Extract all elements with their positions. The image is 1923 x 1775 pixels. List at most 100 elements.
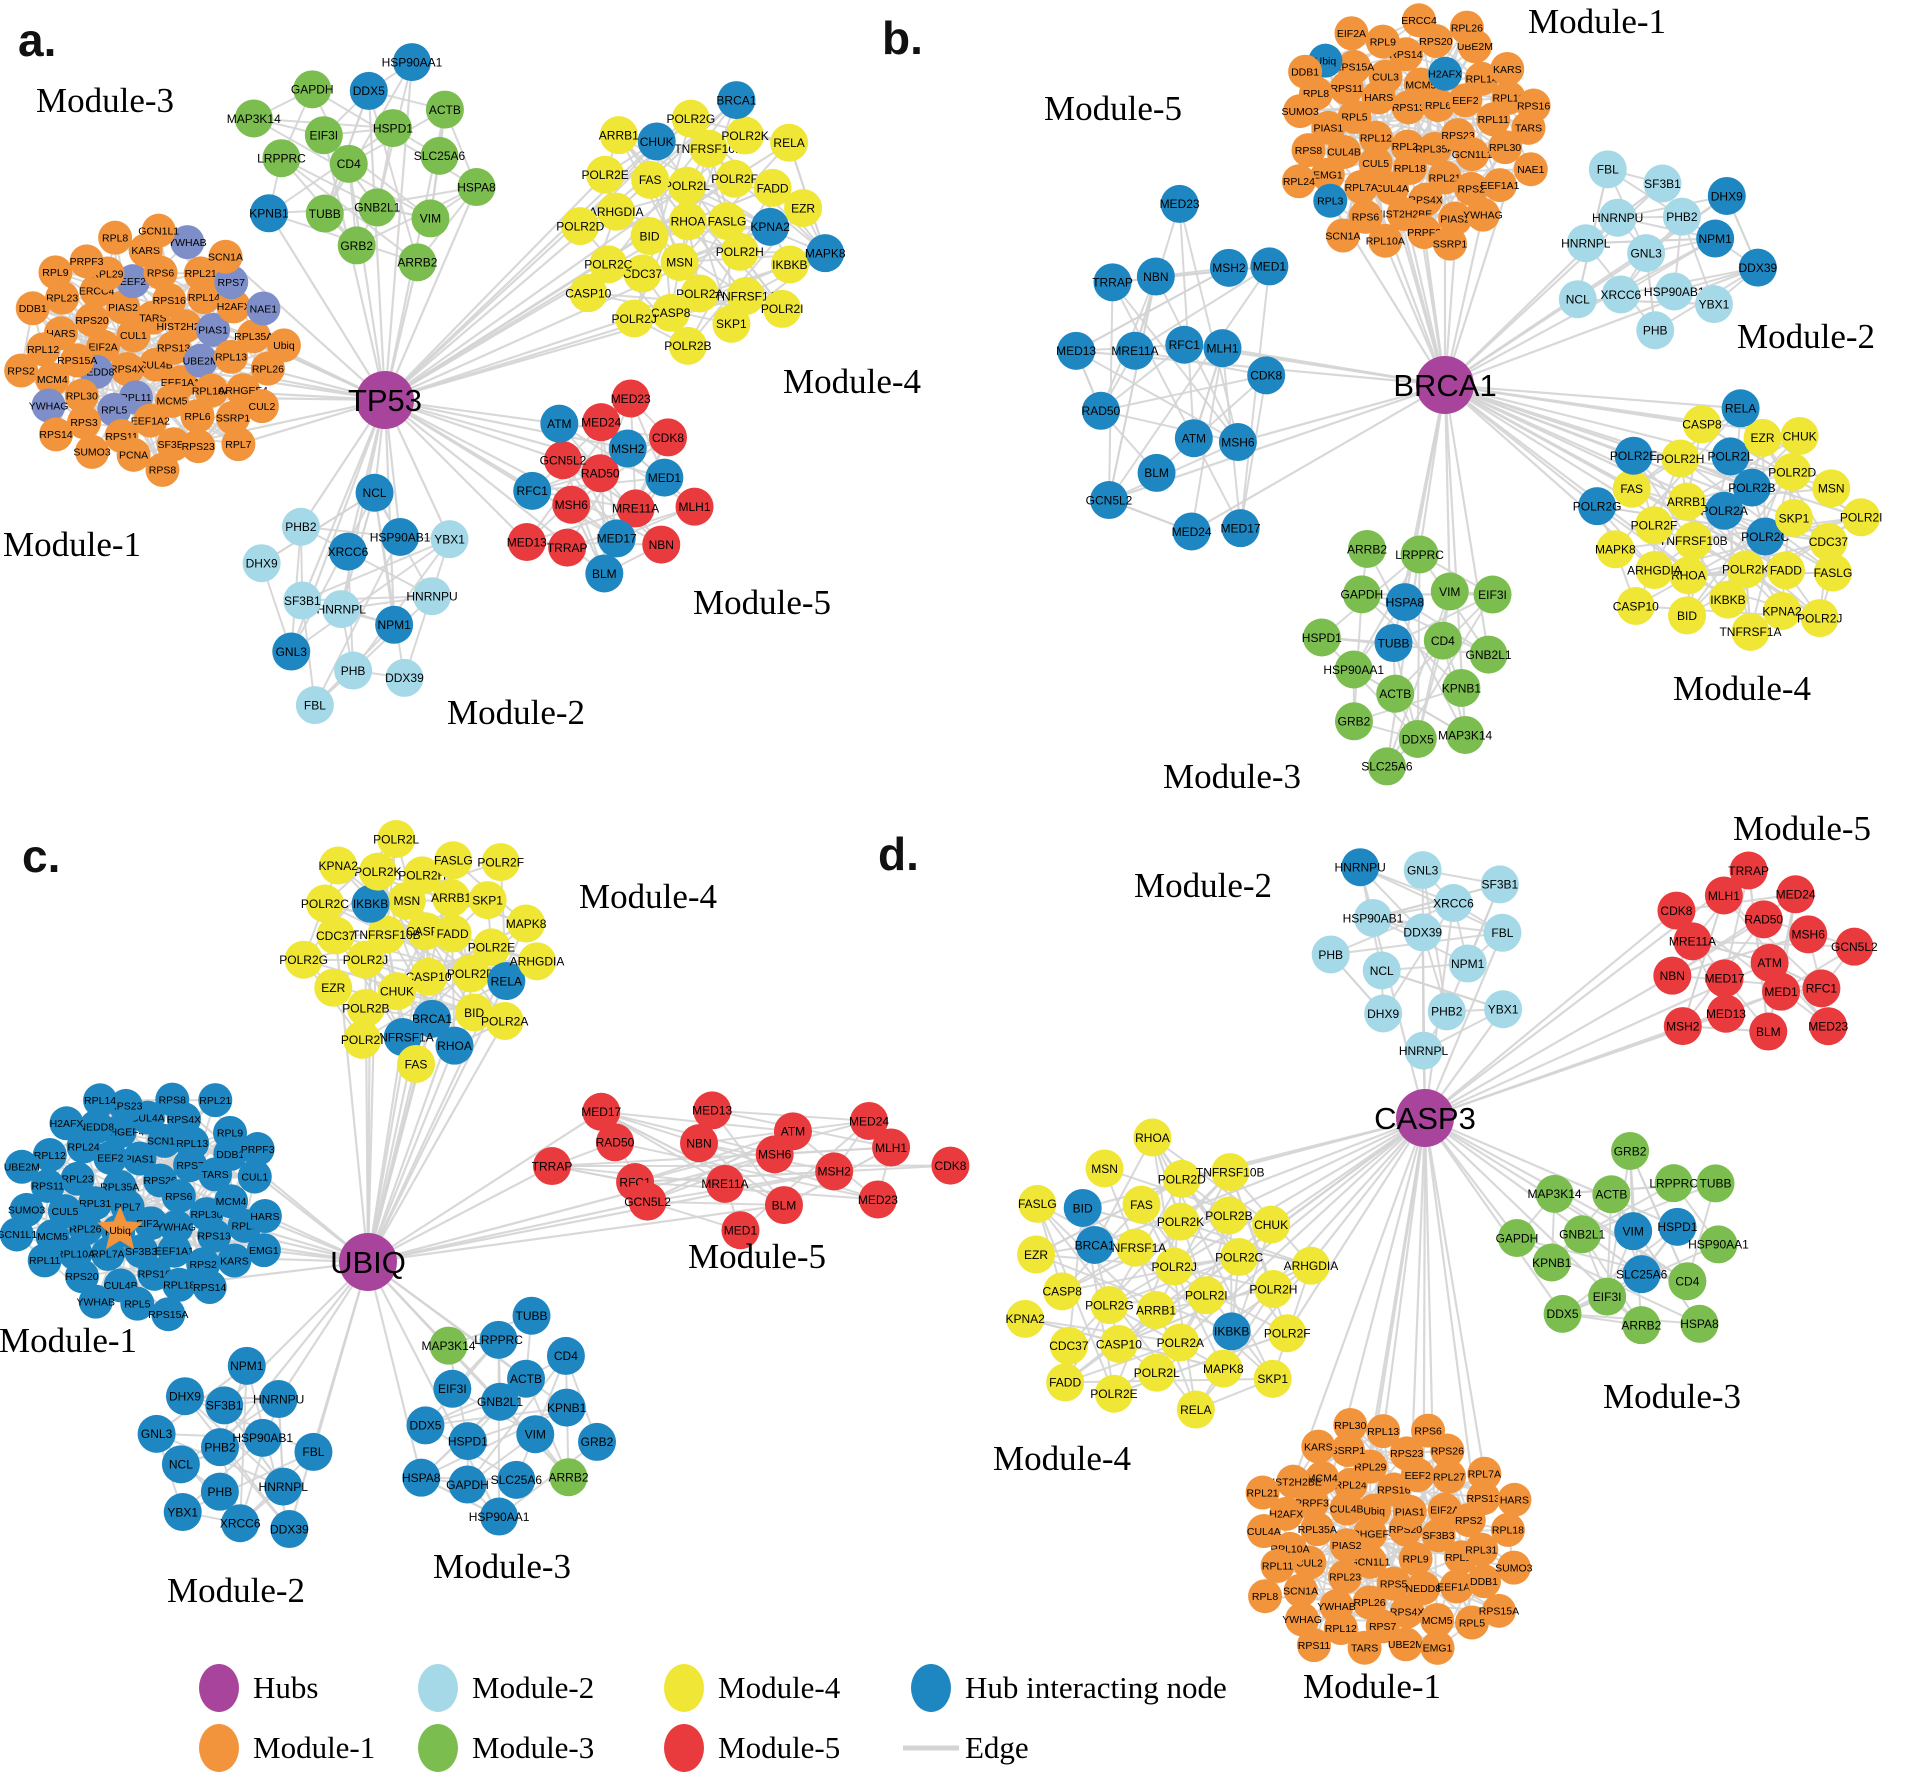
node-ddb1[interactable]: [1288, 54, 1323, 89]
node-nae1[interactable]: [246, 291, 281, 326]
node-polr2c[interactable]: [1746, 517, 1785, 556]
node-ddx5[interactable]: [1543, 1294, 1582, 1333]
node-phb[interactable]: [1311, 935, 1350, 974]
node-rpl9[interactable]: [1398, 1541, 1433, 1576]
node-ezr[interactable]: [314, 968, 353, 1007]
node-hars[interactable]: [1497, 1482, 1532, 1517]
node-xrcc6[interactable]: [221, 1504, 260, 1543]
node-map3k14[interactable]: [234, 99, 273, 138]
node-map3k14[interactable]: [1535, 1174, 1574, 1213]
node-hspa8[interactable]: [1385, 583, 1424, 622]
node-hsp90ab1[interactable]: [243, 1418, 282, 1457]
node-chuk[interactable]: [637, 122, 676, 161]
node-polr2h[interactable]: [720, 232, 759, 271]
node-casp10[interactable]: [1616, 586, 1655, 625]
node-fas[interactable]: [631, 160, 670, 199]
node-med17[interactable]: [1221, 509, 1260, 548]
node-phb[interactable]: [334, 651, 373, 690]
node-cd4[interactable]: [546, 1336, 585, 1375]
node-rps14[interactable]: [39, 417, 74, 452]
node-dhx9[interactable]: [165, 1377, 204, 1416]
node-ddx5[interactable]: [349, 71, 388, 110]
node-emg1[interactable]: [1420, 1630, 1455, 1665]
node-ubiq[interactable]: [266, 328, 301, 363]
node-fas[interactable]: [1122, 1185, 1161, 1224]
node-rpl35a[interactable]: [236, 319, 271, 354]
node-rfc1[interactable]: [1165, 325, 1204, 364]
node-gcn5l2[interactable]: [1835, 927, 1874, 966]
node-kpna2[interactable]: [319, 846, 358, 885]
node-hspd1[interactable]: [1302, 618, 1341, 657]
node-rpl13[interactable]: [214, 339, 249, 374]
node-rpl35a[interactable]: [102, 1169, 137, 1204]
node-gnb2l1[interactable]: [358, 188, 397, 227]
node-hsp90aa1[interactable]: [1699, 1225, 1738, 1264]
node-rpl21[interactable]: [1245, 1475, 1280, 1510]
node-polr2g[interactable]: [1578, 487, 1617, 526]
node-ybx1[interactable]: [430, 520, 469, 559]
node-rps23[interactable]: [181, 429, 216, 464]
node-hspa8[interactable]: [402, 1458, 441, 1497]
node-rhoa[interactable]: [668, 202, 707, 241]
node-ywhab[interactable]: [78, 1284, 113, 1319]
node-hnrnpu[interactable]: [413, 577, 452, 616]
node-msn[interactable]: [660, 242, 699, 281]
node-cul4a[interactable]: [1374, 171, 1409, 206]
node-ddx39[interactable]: [385, 658, 424, 697]
node-trrap[interactable]: [1093, 263, 1132, 302]
node-cd4[interactable]: [329, 144, 368, 183]
node-gnb2l1[interactable]: [1563, 1215, 1602, 1254]
node-rps6[interactable]: [1348, 199, 1383, 234]
node-rad50[interactable]: [1081, 391, 1120, 430]
node-nbn[interactable]: [642, 525, 681, 564]
node-ikbkb[interactable]: [1212, 1312, 1251, 1351]
node-tars[interactable]: [1347, 1630, 1382, 1665]
node-kars[interactable]: [217, 1243, 252, 1278]
node-ybx1[interactable]: [1694, 285, 1733, 324]
node-hist2h2be[interactable]: [1276, 1464, 1311, 1499]
node-polr2h[interactable]: [1661, 439, 1700, 478]
node-rps2[interactable]: [1454, 171, 1489, 206]
node-fbl[interactable]: [295, 686, 334, 725]
node-polr2j[interactable]: [346, 940, 385, 979]
node-blm[interactable]: [1137, 453, 1176, 492]
node-rfc1[interactable]: [1802, 969, 1841, 1008]
node-polr2h[interactable]: [403, 856, 442, 895]
node-polr2e[interactable]: [586, 155, 625, 194]
node-rps4x[interactable]: [110, 351, 145, 386]
node-gcn1l1[interactable]: [0, 1217, 34, 1252]
node-sf3b1[interactable]: [1643, 164, 1682, 203]
node-fas[interactable]: [397, 1044, 436, 1083]
node-med24[interactable]: [1776, 875, 1815, 914]
node-dhx9[interactable]: [1707, 176, 1746, 215]
node-tnfrsf1a[interactable]: [1731, 612, 1770, 651]
node-faslg[interactable]: [434, 841, 473, 880]
node-rpl23[interactable]: [60, 1161, 95, 1196]
node-mapk8[interactable]: [507, 904, 546, 943]
node-fadd[interactable]: [433, 914, 472, 953]
node-med23[interactable]: [1160, 184, 1199, 223]
node-mre11a[interactable]: [1115, 331, 1154, 370]
node-med24[interactable]: [582, 403, 621, 442]
node-gnl3[interactable]: [272, 632, 311, 671]
node-hspa8[interactable]: [1680, 1304, 1719, 1343]
node-rpl30[interactable]: [1333, 1407, 1368, 1442]
node-dhx9[interactable]: [1364, 994, 1403, 1033]
node-mapk8[interactable]: [1204, 1349, 1243, 1388]
node-polr2c[interactable]: [305, 884, 344, 923]
node-ube2m[interactable]: [4, 1149, 39, 1184]
node-rpl24[interactable]: [1281, 164, 1316, 199]
node-rps15a[interactable]: [1337, 49, 1372, 84]
hub-node-casp3[interactable]: [1396, 1089, 1454, 1147]
node-arrb2[interactable]: [1348, 529, 1387, 568]
node-med17[interactable]: [1705, 959, 1744, 998]
node-mre11a[interactable]: [705, 1164, 744, 1203]
node-brca1[interactable]: [717, 81, 756, 120]
node-hsp90aa1[interactable]: [392, 43, 431, 82]
node-rps5[interactable]: [1376, 1566, 1411, 1601]
node-rela[interactable]: [1176, 1390, 1215, 1429]
node-rps8[interactable]: [145, 452, 180, 487]
node-map3k14[interactable]: [1446, 715, 1485, 754]
node-slc25a6[interactable]: [497, 1460, 536, 1499]
node-phb2[interactable]: [201, 1428, 240, 1467]
